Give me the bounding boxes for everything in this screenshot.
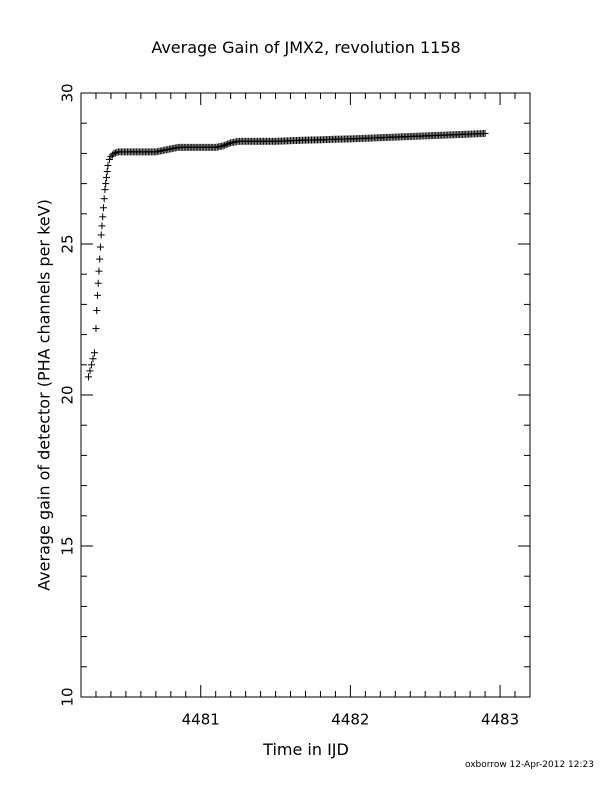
data-point (103, 168, 111, 176)
data-point (93, 291, 101, 299)
data-point (90, 349, 98, 357)
data-point (222, 141, 230, 149)
data-point (86, 367, 94, 375)
y-axis-label: Average gain of detector (PHA channels p… (34, 199, 54, 591)
data-point (221, 141, 229, 149)
y-tick-label: 25 (59, 234, 77, 253)
y-tick-label: 15 (59, 536, 77, 555)
data-point (111, 149, 119, 157)
data-point (87, 361, 95, 369)
data-point (84, 373, 92, 381)
data-point (224, 140, 232, 148)
y-tick-label: 10 (59, 687, 77, 706)
data-point (481, 129, 489, 137)
x-tick-label: 4482 (331, 711, 369, 729)
axis-tick-labels: 10 15 20 25 30 4481 4482 4483 (59, 83, 520, 728)
data-point (94, 279, 102, 287)
data-points (84, 129, 489, 381)
data-point (99, 204, 107, 212)
x-axis-label: Time in IJD (263, 740, 349, 759)
data-point (107, 152, 115, 160)
axis-ticks (80, 92, 531, 698)
data-point (104, 161, 112, 169)
footer-stamp: oxborrow 12-Apr-2012 12:23 (465, 760, 594, 770)
data-point (100, 195, 108, 203)
data-point (98, 222, 106, 230)
y-tick-label: 20 (59, 385, 77, 404)
chart-title: Average Gain of JMX2, revolution 1158 (151, 38, 461, 57)
data-point (96, 255, 104, 263)
data-point (219, 142, 227, 150)
data-point (113, 148, 121, 156)
data-point (105, 155, 113, 163)
data-point (95, 267, 103, 275)
x-tick-label: 4483 (481, 711, 519, 729)
data-point (99, 213, 107, 221)
data-point (102, 180, 110, 188)
data-point (93, 306, 101, 314)
data-point (92, 325, 100, 333)
y-tick-label: 30 (59, 83, 77, 102)
data-point (97, 231, 105, 239)
plot-frame (80, 92, 531, 698)
data-point (110, 149, 118, 157)
data-point (102, 174, 110, 182)
data-point (89, 355, 97, 363)
data-point (225, 139, 233, 147)
data-point (101, 186, 109, 194)
data-point (96, 243, 104, 251)
x-tick-label: 4481 (182, 711, 220, 729)
